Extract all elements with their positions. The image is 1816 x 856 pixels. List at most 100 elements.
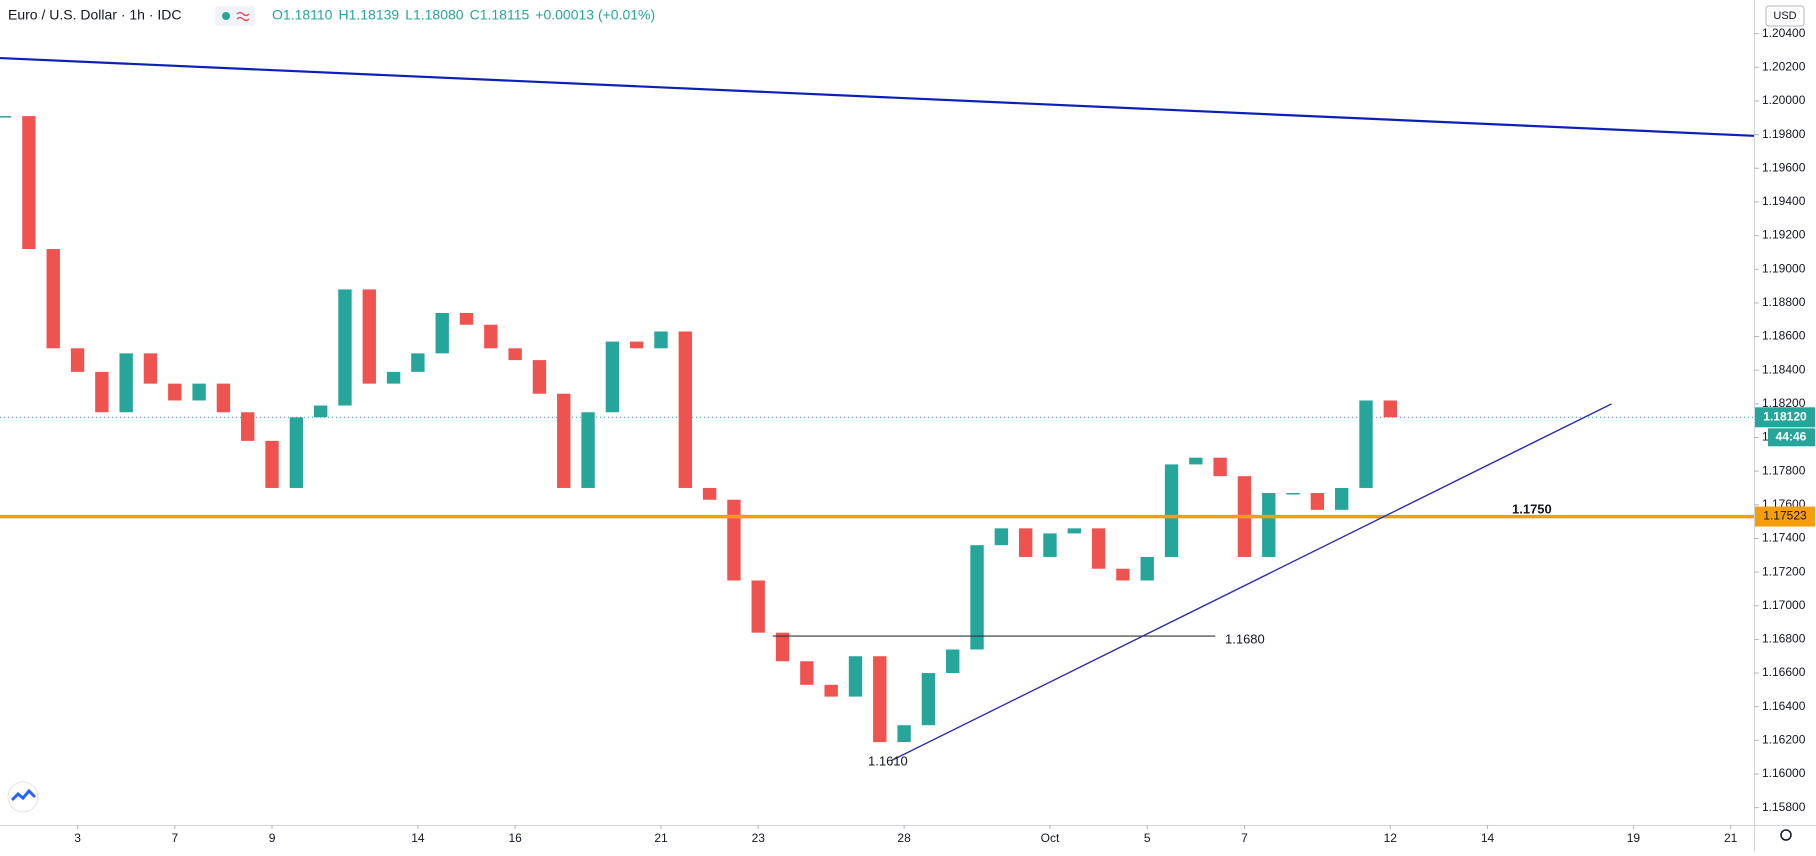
candle — [702, 487, 717, 500]
candle — [557, 393, 571, 488]
y-tick-label: 1.16800 — [1762, 632, 1806, 646]
candle — [1213, 457, 1227, 477]
countdown-label: 44:46 — [1776, 429, 1807, 443]
candle — [1140, 556, 1154, 581]
ohlc-value: C1.18115 — [470, 7, 530, 23]
y-tick-label: 1.15800 — [1762, 800, 1806, 814]
x-tick-label: 19 — [1627, 831, 1641, 845]
candle — [1262, 493, 1276, 557]
candle — [265, 440, 279, 488]
level-label: 1.1610 — [868, 753, 908, 768]
candle — [143, 353, 158, 384]
candle — [1018, 528, 1033, 557]
y-tick-label: 1.18600 — [1762, 329, 1806, 343]
candle — [70, 348, 85, 372]
x-tick-label: 28 — [897, 831, 911, 845]
candle — [435, 312, 449, 354]
candle — [22, 116, 36, 250]
candle — [1116, 568, 1130, 581]
candle — [241, 412, 255, 441]
candle — [605, 341, 620, 413]
drawing-line — [0, 56, 1755, 137]
candle — [1091, 528, 1106, 569]
status-badge[interactable] — [215, 6, 255, 26]
candle — [678, 331, 692, 488]
candle — [386, 371, 401, 384]
y-tick-label: 1.17400 — [1762, 531, 1806, 545]
x-tick-label: 7 — [171, 831, 178, 845]
currency-box[interactable] — [1765, 5, 1805, 27]
settings-icon[interactable] — [1780, 829, 1792, 841]
ohlc-value: H1.18139 — [338, 7, 399, 23]
candle — [1189, 457, 1203, 465]
candle — [46, 249, 60, 349]
x-tick-label: 3 — [74, 831, 81, 845]
candle — [411, 353, 425, 372]
y-tick-label: 1.18800 — [1762, 295, 1806, 309]
candle — [362, 289, 376, 384]
candle — [775, 632, 790, 662]
y-tick-label: 1.17200 — [1762, 564, 1806, 578]
plot-area: 1.1750 1.1680 1.1610 — [0, 56, 1755, 768]
candle — [873, 656, 887, 743]
candle — [459, 312, 474, 325]
y-tick-label: 1.17000 — [1762, 598, 1806, 612]
candle — [508, 348, 522, 361]
y-tick-label: 1.19000 — [1762, 261, 1806, 275]
y-tick-label: 1.19200 — [1762, 228, 1806, 242]
ohlc-header: O1.18110 H1.18139 L1.18080 C1.18115 +0.00013… — [272, 7, 655, 23]
logo — [10, 788, 37, 802]
status-icon — [236, 11, 250, 22]
candle — [338, 289, 352, 406]
candle — [921, 673, 936, 726]
candle — [946, 649, 960, 674]
y-tick-label: 1.16000 — [1762, 766, 1806, 780]
level-label: 1.1750 — [1512, 501, 1552, 516]
candle — [484, 324, 498, 349]
y-tick-label: 1.19800 — [1762, 127, 1806, 141]
candle — [119, 353, 133, 413]
drawing-line — [891, 403, 1612, 762]
candle — [1359, 400, 1373, 488]
ohlc-value: +0.00013 (+0.01%) — [535, 7, 655, 23]
symbol-title: Euro / U.S. Dollar · 1h · IDC — [8, 7, 182, 23]
candle — [1286, 493, 1300, 495]
x-tick-label: 12 — [1384, 831, 1398, 845]
candle — [313, 405, 328, 418]
level-price-label: 1.17523 — [1763, 509, 1807, 523]
candle — [970, 545, 984, 650]
candle — [289, 417, 304, 488]
candle — [95, 371, 109, 413]
candle — [994, 528, 1009, 546]
x-tick-label: Oct — [1041, 831, 1060, 845]
x-tick-label: 7 — [1241, 831, 1248, 845]
y-tick-label: 1.17800 — [1762, 463, 1806, 477]
x-tick-label: 21 — [654, 831, 668, 845]
x-tick-label: 5 — [1144, 831, 1151, 845]
candle — [751, 580, 765, 633]
y-tick-label: 1.20000 — [1762, 93, 1806, 107]
countdown-badge — [1768, 428, 1815, 447]
y-tick-label: 1.20200 — [1762, 59, 1806, 73]
candle — [1335, 487, 1349, 510]
candle — [216, 383, 231, 413]
candle — [0, 116, 12, 118]
candle — [1067, 528, 1081, 534]
currency-label: USD — [1773, 10, 1796, 22]
y-tick-label: 1.16400 — [1762, 699, 1806, 713]
y-tick-label: 1.18400 — [1762, 362, 1806, 376]
level-price-badge — [1755, 506, 1815, 527]
status-dot — [222, 12, 230, 20]
x-tick-label: 23 — [752, 831, 766, 845]
x-tick-label: 14 — [1481, 831, 1495, 845]
candle — [630, 341, 644, 349]
x-tick-label: 14 — [411, 831, 425, 845]
candle — [192, 383, 206, 401]
x-tick-label: 16 — [508, 831, 522, 845]
candle — [1310, 493, 1325, 510]
x-tick-label: 9 — [269, 831, 276, 845]
ohlc-value: L1.18080 — [405, 7, 464, 23]
candle — [581, 412, 595, 488]
